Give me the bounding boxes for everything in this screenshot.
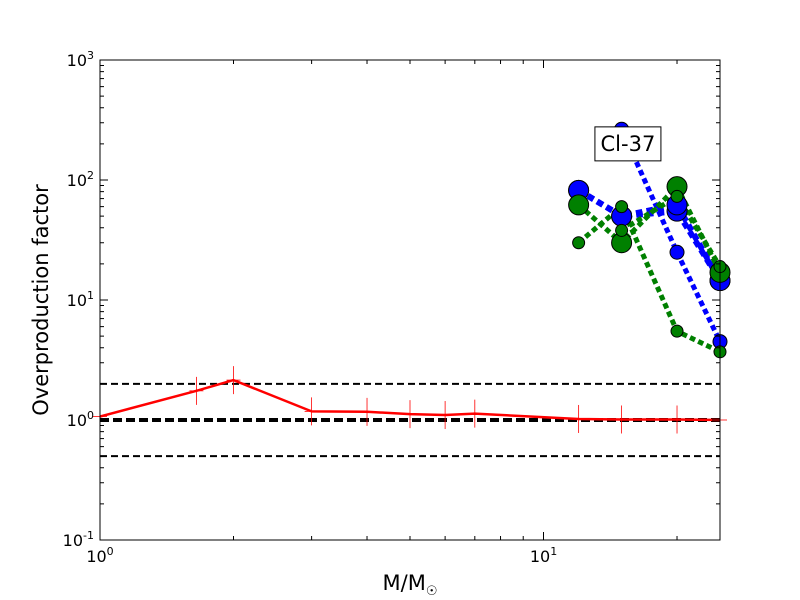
- tick-label: 100: [67, 409, 94, 430]
- data-point: [403, 400, 417, 429]
- tick-label: 10-1: [63, 529, 94, 550]
- data-point: [615, 223, 629, 237]
- tick-label: 101: [530, 545, 557, 566]
- data-point: [670, 405, 685, 434]
- tick-label: 102: [67, 169, 94, 190]
- tick-label: 103: [67, 49, 94, 70]
- data-point: [304, 397, 319, 426]
- series-line: [100, 378, 720, 422]
- data-point: [467, 399, 482, 428]
- series-line: [577, 187, 720, 283]
- annotation-box: Cl-37: [594, 126, 662, 162]
- data-point: [669, 244, 685, 260]
- data-point: [572, 236, 586, 250]
- y-axis-title: Overproduction factor: [29, 184, 53, 416]
- x-axis-title: M/M☉: [383, 571, 438, 599]
- data-point: [568, 194, 590, 216]
- data-point: [614, 405, 629, 434]
- data-point: [226, 366, 241, 395]
- tick-label: 100: [86, 545, 113, 566]
- data-point: [360, 397, 375, 426]
- annotation-frame: [594, 126, 662, 162]
- data-point: [438, 401, 453, 430]
- data-point: [670, 189, 684, 203]
- tick-label: 101: [67, 289, 94, 310]
- series-line: [619, 128, 720, 343]
- data-point: [571, 404, 586, 433]
- data-point: [670, 324, 684, 338]
- data-point: [615, 200, 629, 214]
- data-point: [189, 376, 204, 405]
- annotation-label: Cl-37: [601, 132, 656, 156]
